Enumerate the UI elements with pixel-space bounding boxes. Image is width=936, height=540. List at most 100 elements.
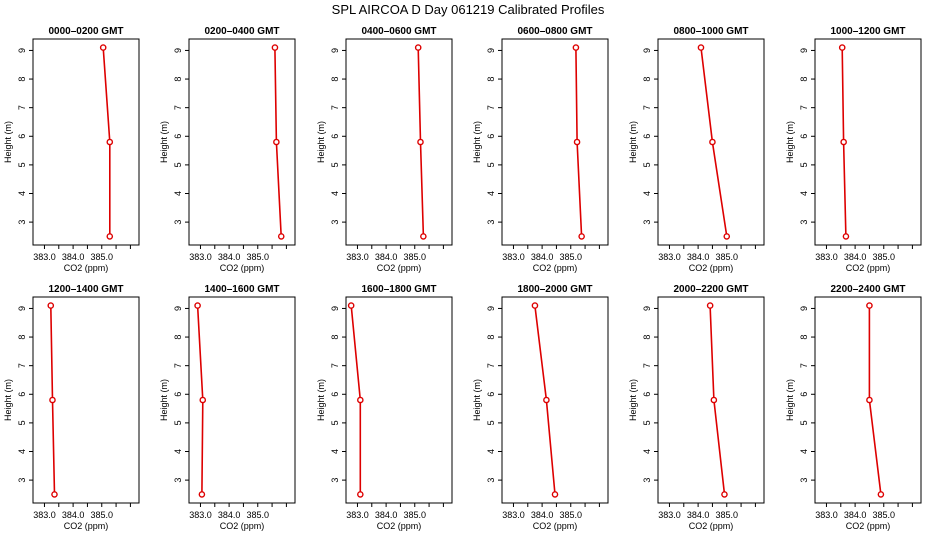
y-tick-label: 9: [17, 306, 27, 311]
plot-frame: [657, 296, 765, 504]
data-point: [697, 44, 705, 51]
y-tick-label: 7: [799, 363, 809, 368]
x-tick-label: 384.0: [218, 252, 241, 262]
y-tick-label: 4: [173, 449, 183, 454]
y-tick-label: 5: [642, 420, 652, 425]
x-axis-label: CO2 (ppm): [846, 521, 891, 531]
figure-title: SPL AIRCOA D Day 061219 Calibrated Profi…: [332, 2, 605, 17]
y-tick-label: 5: [642, 162, 652, 167]
y-tick-label: 6: [486, 392, 496, 397]
y-axis-label: Height (m): [785, 379, 795, 421]
panel-title: 0400–0600 GMT: [361, 26, 436, 37]
y-tick-label: 4: [486, 191, 496, 196]
y-tick-label: 9: [642, 306, 652, 311]
y-tick-label: 8: [486, 335, 496, 340]
y-axis-label: Height (m): [628, 379, 638, 421]
y-tick-label: 4: [17, 449, 27, 454]
data-point: [47, 302, 55, 309]
y-tick-label: 9: [173, 306, 183, 311]
y-tick-label: 5: [173, 162, 183, 167]
y-tick-label: 7: [799, 105, 809, 110]
x-tick-label: 384.0: [531, 510, 554, 520]
plot-frame: [345, 38, 453, 246]
data-point: [199, 396, 207, 404]
y-tick-label: 4: [173, 191, 183, 196]
plot-frame: [345, 296, 453, 504]
y-tick-label: 7: [17, 363, 27, 368]
y-tick-label: 9: [799, 48, 809, 53]
x-axis-label: CO2 (ppm): [64, 521, 109, 531]
data-point: [842, 233, 850, 240]
x-tick-label: 383.0: [658, 252, 681, 262]
panel-title: 2000–2200 GMT: [673, 284, 748, 295]
y-tick-label: 4: [799, 191, 809, 196]
y-tick-label: 6: [799, 392, 809, 397]
y-tick-label: 3: [642, 220, 652, 225]
x-tick-label: 385.0: [403, 510, 426, 520]
y-tick-label: 7: [642, 105, 652, 110]
y-tick-label: 7: [173, 105, 183, 110]
y-axis-label: Height (m): [316, 379, 326, 421]
plot-frame: [32, 38, 140, 246]
y-tick-label: 3: [17, 478, 27, 483]
data-point: [721, 491, 728, 498]
x-axis-label: CO2 (ppm): [689, 263, 734, 273]
x-tick-label: 384.0: [62, 510, 85, 520]
data-point: [573, 138, 581, 146]
y-tick-label: 6: [642, 134, 652, 139]
panel-title: 1800–2000 GMT: [517, 284, 592, 295]
y-tick-label: 8: [642, 77, 652, 82]
data-point: [106, 233, 114, 240]
y-tick-label: 3: [486, 220, 496, 225]
data-point: [706, 302, 714, 309]
x-axis-label: CO2 (ppm): [533, 263, 578, 273]
data-point: [877, 491, 885, 498]
y-tick-label: 6: [17, 134, 27, 139]
plot-frame: [657, 38, 765, 246]
x-tick-label: 385.0: [246, 252, 269, 262]
x-tick-label: 385.0: [246, 510, 269, 520]
x-tick-label: 383.0: [33, 510, 56, 520]
data-point: [866, 302, 873, 309]
y-tick-label: 9: [330, 48, 340, 53]
x-tick-label: 383.0: [189, 510, 212, 520]
x-tick-label: 385.0: [872, 510, 895, 520]
y-axis-label: Height (m): [628, 121, 638, 163]
x-tick-label: 384.0: [687, 252, 710, 262]
x-tick-label: 385.0: [559, 252, 582, 262]
data-point: [551, 491, 559, 498]
y-tick-label: 4: [642, 191, 652, 196]
y-axis-label: Height (m): [3, 379, 13, 421]
y-tick-label: 3: [799, 220, 809, 225]
y-tick-label: 6: [642, 392, 652, 397]
data-point: [357, 491, 364, 498]
y-tick-label: 8: [642, 335, 652, 340]
y-tick-label: 7: [486, 363, 496, 368]
panel-title: 2200–2400 GMT: [830, 284, 905, 295]
plot-frame: [188, 38, 296, 246]
x-tick-label: 385.0: [559, 510, 582, 520]
y-tick-label: 3: [486, 478, 496, 483]
y-tick-label: 3: [173, 478, 183, 483]
data-point: [723, 233, 731, 240]
y-tick-label: 9: [642, 48, 652, 53]
y-tick-label: 5: [486, 162, 496, 167]
y-tick-label: 5: [330, 162, 340, 167]
y-tick-label: 9: [486, 48, 496, 53]
y-tick-label: 6: [486, 134, 496, 139]
y-tick-label: 7: [173, 363, 183, 368]
y-tick-label: 5: [799, 162, 809, 167]
y-tick-label: 4: [486, 449, 496, 454]
panel-title: 0600–0800 GMT: [517, 26, 592, 37]
x-axis-label: CO2 (ppm): [377, 521, 422, 531]
y-tick-label: 4: [17, 191, 27, 196]
y-tick-label: 6: [799, 134, 809, 139]
y-tick-label: 7: [17, 105, 27, 110]
data-point: [838, 44, 846, 51]
